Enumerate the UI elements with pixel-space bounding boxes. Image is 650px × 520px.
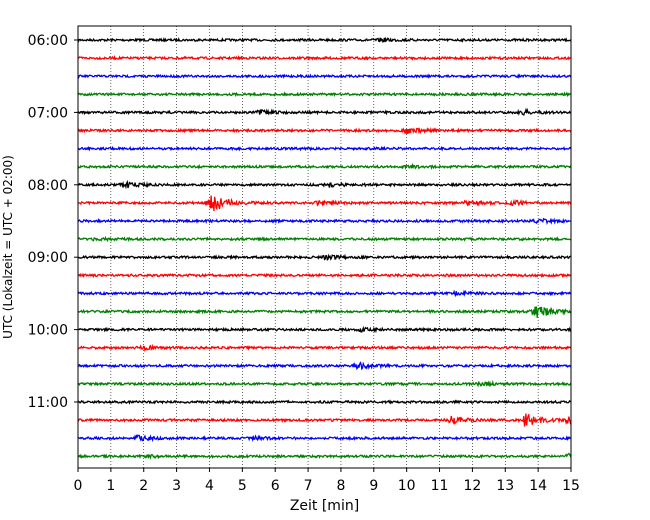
trace-19 [77,379,572,388]
trace-22 [77,434,572,443]
y-tick-label-5: 11:00 [28,395,68,411]
seismogram-traces [77,36,572,460]
x-tick-label-9: 9 [369,478,378,494]
x-tick-label-13: 13 [496,478,514,494]
x-tick-label-5: 5 [238,478,247,494]
x-tick-label-14: 14 [529,478,547,494]
trace-10 [77,217,572,226]
y-tick-label-3: 09:00 [28,250,68,266]
x-tick-label-3: 3 [172,478,181,494]
trace-14 [77,289,572,298]
trace-0 [77,36,572,43]
y-tick-label-1: 07:00 [28,105,68,121]
x-tick-label-11: 11 [431,478,449,494]
x-tick-label-4: 4 [205,478,214,494]
trace-11 [77,235,572,243]
x-tick-label-6: 6 [271,478,280,494]
trace-3 [77,91,572,98]
trace-17 [77,343,572,353]
trace-4 [77,107,572,116]
x-tick-label-15: 15 [562,478,580,494]
x-axis-ticks: 0 1 2 3 4 5 6 7 8 9 10 11 12 13 14 15 [74,468,580,494]
trace-8 [77,179,572,190]
trace-21 [77,413,572,427]
trace-20 [77,399,572,405]
trace-7 [77,162,572,171]
x-tick-label-7: 7 [304,478,313,494]
plot-frame [77,25,572,469]
x-tick-label-1: 1 [106,478,115,494]
y-axis-label: UTC (Lokalzeit = UTC + 02:00) [1,155,15,339]
x-tick-label-2: 2 [139,478,148,494]
x-tick-label-10: 10 [398,478,416,494]
y-axis-ticks: 06:00 07:00 08:00 09:00 10:00 11:00 [28,33,78,411]
x-tick-label-12: 12 [463,478,481,494]
trace-15 [77,306,572,318]
y-tick-label-4: 10:00 [28,323,68,339]
trace-23 [77,452,572,460]
trace-12 [77,253,572,261]
trace-13 [77,272,572,279]
x-axis-label: Zeit [min] [290,498,359,514]
trace-2 [77,73,572,79]
trace-5 [77,126,572,135]
y-tick-label-0: 06:00 [28,33,68,49]
y-tick-label-2: 08:00 [28,178,68,194]
trace-16 [77,325,572,334]
x-tick-label-0: 0 [74,478,83,494]
x-tick-label-8: 8 [336,478,345,494]
trace-6 [77,145,572,152]
trace-18 [77,361,572,371]
trace-9 [77,195,572,212]
trace-1 [77,55,572,61]
